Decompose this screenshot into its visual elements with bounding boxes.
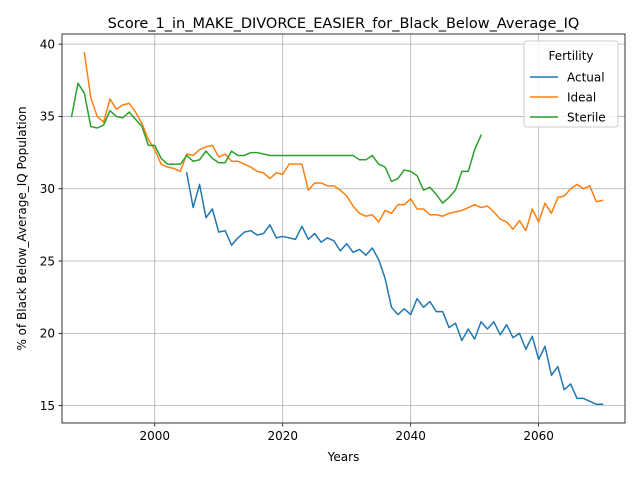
chart-title: Score_1_in_MAKE_DIVORCE_EASIER_for_Black… <box>108 16 580 32</box>
legend-item-sterile: Sterile <box>530 110 606 124</box>
y-axis-label: % of Black Below_Average_IQ Population <box>15 106 29 350</box>
y-tick-label: 15 <box>40 399 55 413</box>
series-lines <box>70 51 604 405</box>
legend-item-ideal: Ideal <box>530 90 596 104</box>
legend-label: Actual <box>567 70 605 84</box>
x-tick-label: 2040 <box>395 429 426 443</box>
legend-item-actual: Actual <box>530 70 605 84</box>
y-tick-label: 20 <box>40 327 55 341</box>
y-tick-label: 40 <box>40 37 55 51</box>
x-axis-ticks: 2000 2020 2040 2060 <box>139 423 554 443</box>
y-tick-label: 25 <box>40 254 55 268</box>
legend-box <box>523 40 619 128</box>
legend: Fertility Actual Ideal Sterile <box>523 40 619 128</box>
y-axis-ticks: 15 20 25 30 35 40 <box>40 37 62 413</box>
series-line-sterile <box>70 82 483 204</box>
x-axis-label: Years <box>327 450 360 464</box>
legend-label: Ideal <box>567 90 596 104</box>
plot-frame <box>61 33 626 424</box>
y-tick-label: 35 <box>40 110 55 124</box>
legend-title: Fertility <box>548 49 593 63</box>
legend-items: Actual Ideal Sterile <box>530 70 606 124</box>
y-tick-label: 30 <box>40 182 55 196</box>
legend-label: Sterile <box>567 110 606 124</box>
x-tick-label: 2000 <box>139 429 170 443</box>
x-tick-label: 2020 <box>267 429 298 443</box>
x-tick-label: 2060 <box>523 429 554 443</box>
series-line-ideal <box>83 51 604 232</box>
series-line-actual <box>185 171 604 405</box>
